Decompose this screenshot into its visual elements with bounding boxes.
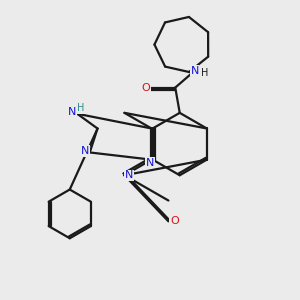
Text: N: N: [125, 170, 133, 180]
Text: N: N: [68, 107, 76, 117]
Text: N: N: [81, 146, 89, 156]
Text: N: N: [190, 66, 199, 76]
Text: N: N: [146, 158, 154, 168]
Text: H: H: [77, 103, 84, 113]
Text: O: O: [142, 82, 151, 93]
Text: H: H: [201, 68, 208, 78]
Text: O: O: [170, 216, 179, 226]
